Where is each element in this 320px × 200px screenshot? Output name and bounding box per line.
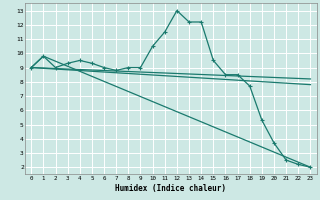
X-axis label: Humidex (Indice chaleur): Humidex (Indice chaleur) [115, 184, 226, 193]
